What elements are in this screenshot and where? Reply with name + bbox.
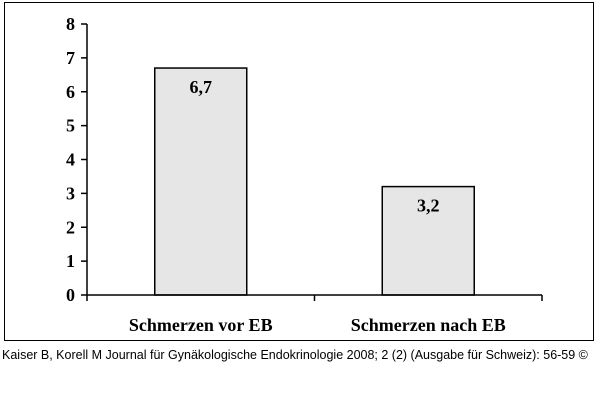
- bar-data-label: 3,2: [417, 196, 440, 216]
- bars: 6,7 3,2: [154, 67, 475, 296]
- x-axis: Schmerzen vor EB Schmerzen nach EB: [86, 294, 543, 335]
- bar-1: [154, 67, 248, 296]
- y-tick-label: 6: [66, 82, 75, 102]
- y-tick-label: 5: [66, 116, 75, 136]
- x-category-label: Schmerzen nach EB: [351, 315, 506, 335]
- y-tick-label: 4: [66, 150, 75, 170]
- y-axis: 0 1 2 3 4 5 6 7 8: [66, 14, 88, 305]
- y-tick-label: 7: [66, 48, 75, 68]
- y-tick-label: 0: [66, 285, 75, 305]
- y-tick-label: 1: [66, 251, 75, 271]
- y-tick-label: 3: [66, 183, 75, 203]
- y-tick-label: 8: [66, 14, 75, 34]
- x-category-label: Schmerzen vor EB: [129, 315, 273, 335]
- bar-2: [381, 185, 475, 296]
- bar-data-label: 6,7: [190, 77, 213, 97]
- citation-text: Kaiser B, Korell M Journal für Gynäkolog…: [2, 348, 588, 362]
- y-tick-label: 2: [66, 217, 75, 237]
